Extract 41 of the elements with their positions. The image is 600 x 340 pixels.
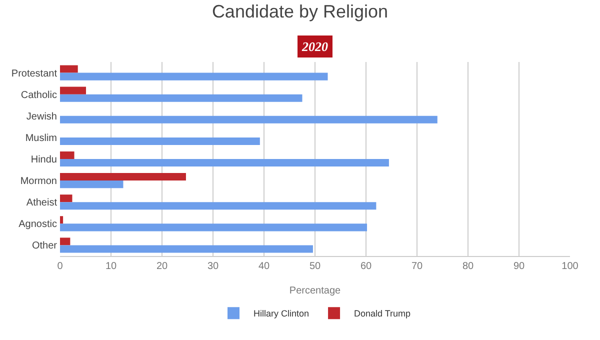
y-tick-label: Catholic — [20, 90, 57, 101]
bar — [60, 86, 86, 94]
y-tick-label: Hindu — [30, 154, 57, 166]
y-tick-label: Protestant — [11, 68, 58, 80]
y-tick-label: Muslim — [25, 132, 57, 144]
bar — [60, 65, 78, 73]
bar — [60, 94, 302, 102]
chart-title: Candidate by Religion — [212, 2, 388, 22]
bar — [60, 137, 260, 145]
bar — [60, 159, 389, 167]
bar — [60, 224, 368, 232]
y-tick-label: Other — [32, 240, 58, 252]
x-tick-label: 90 — [513, 261, 525, 272]
bar — [60, 116, 438, 124]
y-tick-label: Atheist — [26, 198, 58, 209]
y-tick-label: Agnostic — [18, 219, 57, 230]
bar — [60, 216, 64, 224]
bar — [60, 151, 74, 159]
x-tick-label: 100 — [562, 261, 579, 272]
x-tick-label: 70 — [411, 261, 423, 272]
y-tick-label: Jewish — [26, 111, 57, 122]
bar — [60, 245, 313, 253]
x-tick-label: 50 — [309, 261, 321, 272]
y-tick-label: Mormon — [20, 176, 57, 188]
bar — [60, 202, 376, 210]
bar — [60, 72, 328, 80]
bar — [60, 194, 72, 202]
x-tick-label: 0 — [57, 261, 64, 272]
x-tick-label: 30 — [207, 261, 219, 272]
legend-label: Donald Trump — [354, 308, 411, 319]
bar — [60, 173, 186, 181]
x-tick-label: 80 — [462, 261, 474, 272]
x-tick-label: 20 — [156, 261, 168, 272]
x-axis-title: Percentage — [289, 286, 342, 296]
bar — [60, 180, 124, 188]
chart-subtitle: 2020 — [301, 39, 328, 54]
x-tick-label: 10 — [105, 261, 117, 272]
x-tick-label: 40 — [258, 261, 270, 272]
bar — [60, 238, 70, 246]
legend-label: Hillary Clinton — [254, 308, 310, 319]
x-tick-label: 60 — [360, 261, 372, 272]
